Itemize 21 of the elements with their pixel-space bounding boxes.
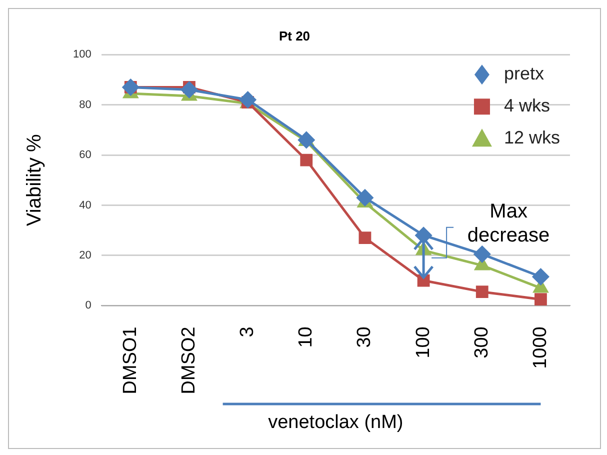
x-tick-label: 100 (412, 326, 434, 358)
x-tick-label: 300 (471, 326, 492, 358)
chart-title: Pt 20 (278, 28, 310, 44)
legend-label: 12 wks (504, 128, 560, 148)
legend-label: pretx (504, 64, 544, 84)
y-tick-label: 80 (79, 98, 92, 111)
y-tick-label: 0 (85, 300, 92, 312)
x-tick-label: 3 (237, 326, 258, 338)
x-tick-label: 30 (354, 326, 376, 348)
x-axis-title: venetoclax (nM) (268, 412, 404, 433)
y-axis-title: Viability % (24, 134, 46, 226)
x-tick-label: DMSO1 (120, 326, 141, 394)
x-tick-label: 10 (296, 326, 317, 348)
y-tick-label: 20 (79, 249, 92, 262)
annotation: Max decrease (467, 200, 550, 246)
x-tick-label: 1000 (530, 326, 551, 369)
y-tick-label: 60 (79, 149, 92, 162)
legend-label: 4 wks (504, 96, 550, 116)
x-tick-label: DMSO2 (178, 326, 200, 394)
y-tick-label: 100 (72, 48, 92, 61)
y-tick-label: 40 (79, 199, 92, 212)
